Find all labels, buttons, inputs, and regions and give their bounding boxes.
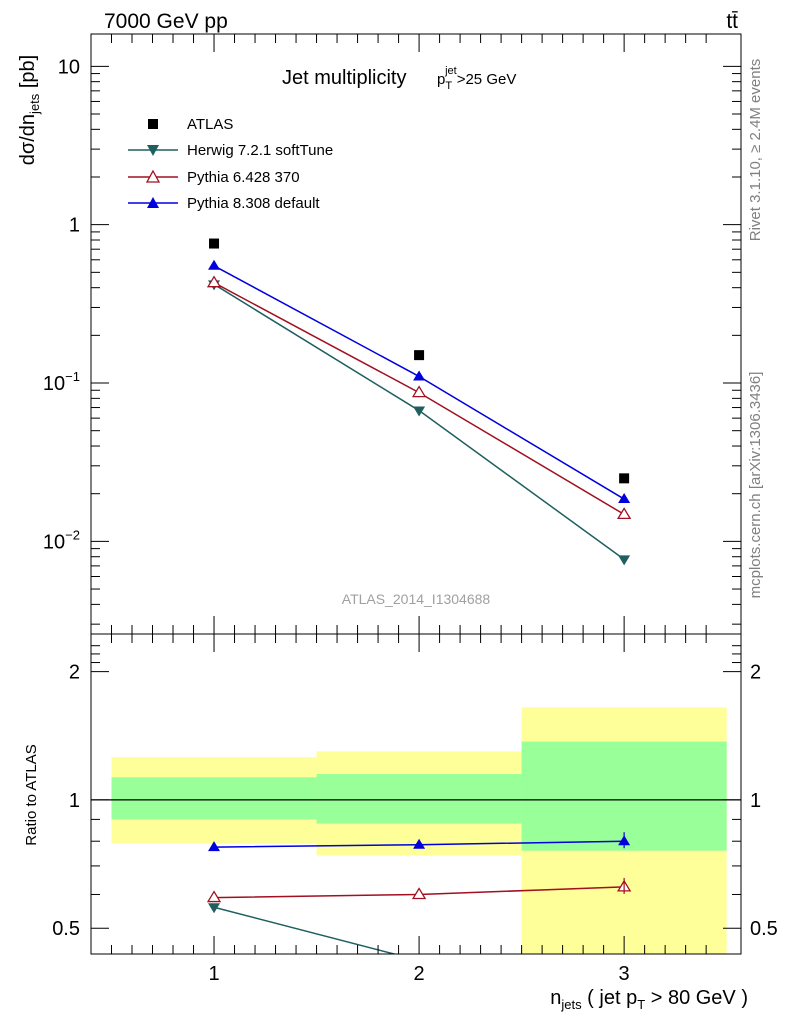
- data-point-triangle-up: [208, 259, 221, 270]
- legend-item-pythia6: Pythia 6.428 370: [128, 169, 300, 186]
- ratio-y-tick-label: 1: [69, 790, 80, 812]
- series-herwig-7-2-1-softtune: [208, 280, 631, 566]
- analysis-id: ATLAS_2014_I1304688: [342, 591, 491, 607]
- data-point-triangle-open: [206, 275, 222, 288]
- chart-title: Jet multiplicity pTjet>25 GeV: [282, 65, 516, 92]
- ratio-y-tick-label-right: 0.5: [750, 918, 778, 940]
- main-panel: 10−2 10−1 1 10 Jet multiplicity pTjet>25 Ge…: [17, 33, 742, 635]
- ratio-series-herwig-7-2-1-softtune: [208, 903, 398, 954]
- series-line: [213, 283, 625, 560]
- y-tick-label: 10−1: [43, 369, 80, 395]
- series-pythia-8-308-default: [208, 259, 631, 504]
- rivet-label: Rivet 3.1.10, ≥ 2.4M events: [747, 59, 764, 242]
- process-label: tt̄: [726, 10, 738, 33]
- title-cut-sup: jet: [444, 65, 457, 77]
- data-point-triangle-up: [413, 370, 426, 381]
- series-line: [213, 282, 625, 516]
- legend-label: Herwig 7.2.1 softTune: [187, 142, 333, 159]
- data-point-square: [619, 473, 630, 484]
- title-main: Jet multiplicity: [282, 67, 406, 89]
- mcplots-label: mcplots.cern.ch [arXiv:1306.3436]: [747, 372, 764, 599]
- legend: ATLAS Herwig 7.2.1 softTune Pythia 6.428…: [128, 116, 333, 212]
- data-point-triangle-down: [618, 555, 631, 566]
- y-tick-label: 1: [69, 215, 80, 237]
- energy-label: 7000 GeV pp: [104, 10, 228, 33]
- y-tick-label: 10: [58, 56, 80, 78]
- legend-item-pythia8: Pythia 8.308 default: [128, 195, 320, 212]
- ratio-frame: [90, 633, 742, 955]
- data-point-triangle-down: [413, 406, 426, 417]
- ratio-y-axis-label: Ratio to ATLAS: [23, 744, 40, 845]
- title-cut: pTjet>25 GeV: [437, 65, 516, 92]
- data-point-triangle-up: [208, 841, 221, 852]
- y-axis-label: dσ/dnjets [pb]: [17, 55, 42, 165]
- series-pythia-6-428-370: [206, 275, 632, 520]
- legend-label: ATLAS: [187, 116, 233, 133]
- inner-uncertainty-band: [111, 777, 317, 820]
- data-point-triangle-up: [413, 838, 426, 849]
- ratio-series-line: [213, 906, 398, 954]
- legend-item-herwig: Herwig 7.2.1 softTune: [128, 142, 333, 159]
- data-point-triangle-up: [618, 493, 631, 504]
- x-axis-label: njets ( jet pT > 80 GeV ): [550, 987, 748, 1012]
- ratio-y-tick-label-right: 2: [750, 662, 761, 684]
- ratio-y-tick-label-right: 1: [750, 790, 761, 812]
- x-tick-label: 1: [208, 963, 219, 985]
- ratio-y-tick-label: 2: [69, 662, 80, 684]
- x-tick-label: 2: [414, 963, 425, 985]
- legend-label: Pythia 8.308 default: [187, 195, 320, 212]
- legend-triangle-up-marker: [147, 197, 159, 208]
- legend-label: Pythia 6.428 370: [187, 169, 300, 186]
- ratio-y-tick-label: 0.5: [52, 918, 80, 940]
- data-point-triangle-open: [411, 887, 427, 900]
- title-cut-rest: >25 GeV: [457, 71, 517, 88]
- legend-square-marker: [148, 119, 158, 129]
- inner-uncertainty-band: [316, 774, 522, 824]
- legend-triangle-down-marker: [147, 145, 159, 156]
- data-point-triangle-open: [616, 507, 632, 520]
- data-point-triangle-open: [206, 890, 222, 903]
- series-line: [213, 265, 625, 500]
- series-atlas: [209, 238, 630, 484]
- data-point-square: [209, 238, 220, 249]
- data-point-triangle-down: [208, 903, 221, 914]
- title-cut-sub: T: [445, 80, 452, 92]
- data-point-square: [414, 350, 425, 361]
- data-point-triangle-open: [411, 385, 427, 398]
- y-tick-label: 10−2: [43, 527, 80, 553]
- ratio-panel: 0.5 0.5 1 1 2 2 1 2 3 Ratio to ATLAS njets ( jet…: [23, 633, 778, 1012]
- legend-item-atlas: ATLAS: [148, 116, 233, 133]
- x-tick-label: 3: [619, 963, 630, 985]
- legend-triangle-open-marker: [145, 169, 161, 183]
